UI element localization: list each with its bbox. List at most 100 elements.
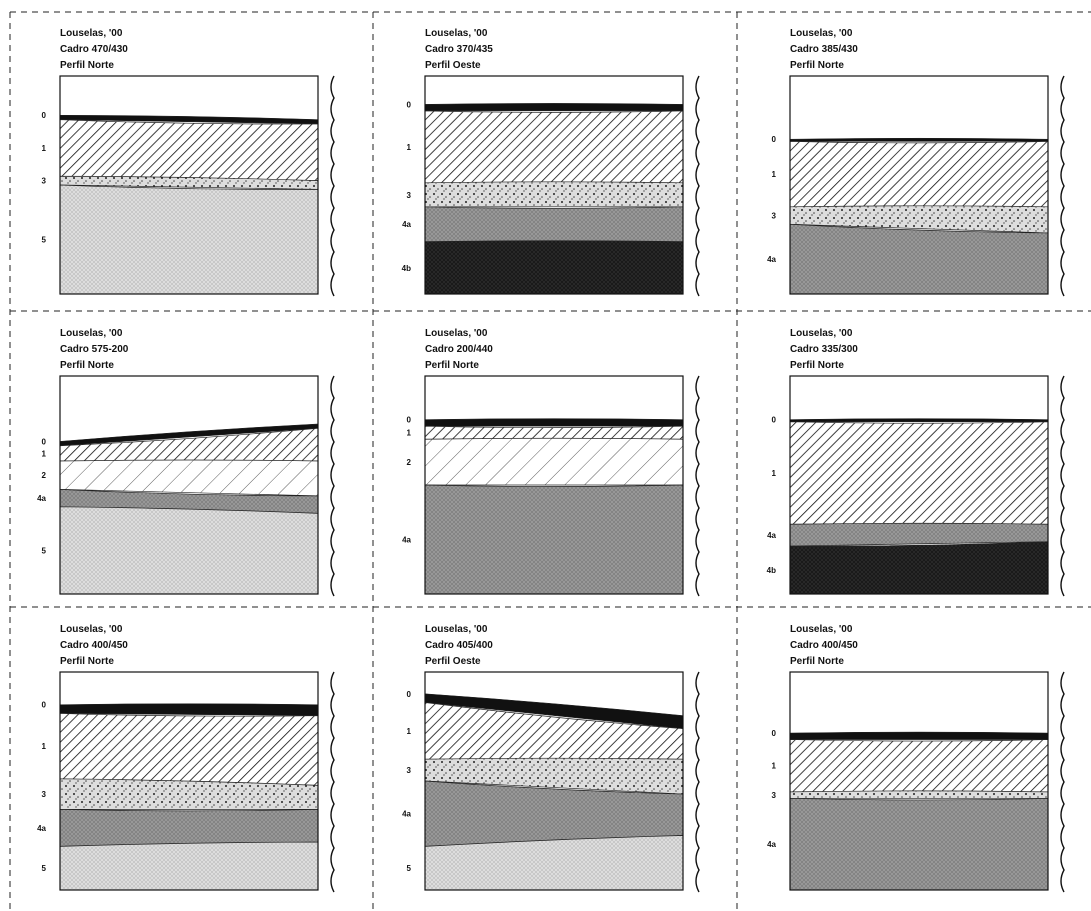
profile-panel: Louselas, '00 Cadro 470/430 Perfil Norte 0 1… — [42, 28, 335, 297]
panel-title: Louselas, '00 — [425, 624, 488, 635]
soil-layer — [789, 739, 1049, 793]
panel-title: Perfil Norte — [425, 360, 479, 371]
layer-label: 0 — [407, 100, 412, 109]
profile-panel: Louselas, '00 Cadro 385/430 Perfil Norte 0 1… — [767, 28, 1065, 297]
soil-layer — [59, 703, 319, 716]
soil-layer — [59, 119, 319, 181]
profile-panel: Louselas, '00 Cadro 405/400 Perfil Oeste 0 1… — [402, 624, 700, 893]
layer-label: 1 — [407, 429, 412, 438]
panel-title: Louselas, '00 — [425, 28, 488, 39]
layer-label: 3 — [407, 766, 412, 775]
soil-layer — [424, 206, 684, 243]
layer-label: 4a — [767, 840, 776, 849]
soil-layer — [59, 506, 319, 595]
panel-title: Perfil Oeste — [425, 60, 481, 71]
profile-frame — [789, 671, 1049, 891]
profile-frame — [789, 75, 1049, 295]
panel-title: Cadro 200/440 — [425, 344, 493, 355]
scale-bracket — [1060, 375, 1065, 597]
layer-label: 0 — [42, 701, 47, 710]
layer-label: 0 — [42, 111, 47, 120]
soil-layer — [59, 713, 319, 786]
scale-bracket — [695, 671, 700, 893]
layer-label: 5 — [42, 546, 47, 555]
scale-bracket — [1060, 671, 1065, 893]
panel-title: Louselas, '00 — [60, 28, 123, 39]
panel-title: Louselas, '00 — [60, 328, 123, 339]
profile-frame — [424, 75, 684, 295]
panel-title: Cadro 400/450 — [60, 640, 128, 651]
scale-bracket — [330, 375, 335, 597]
layer-label: 4a — [37, 494, 46, 503]
layer-label: 0 — [42, 437, 47, 446]
layer-label: 3 — [42, 790, 47, 799]
soil-layer — [789, 418, 1049, 423]
panel-title: Perfil Norte — [790, 60, 844, 71]
soil-layer — [424, 103, 684, 112]
profile-panel: Louselas, '00 Cadro 200/440 Perfil Norte 0 1… — [402, 328, 700, 597]
layer-label: 1 — [772, 762, 777, 771]
soil-layer — [789, 137, 1049, 142]
layer-label: 4a — [37, 824, 46, 833]
layer-label: 5 — [407, 864, 412, 873]
soil-layer — [59, 184, 319, 295]
soil-layer — [789, 223, 1049, 295]
layer-label: 1 — [42, 742, 47, 751]
layer-label: 3 — [42, 177, 47, 186]
layer-label: 4b — [767, 566, 776, 575]
layer-label: 1 — [407, 143, 412, 152]
profile-panel: Louselas, '00 Cadro 400/450 Perfil Norte 0 1… — [767, 624, 1065, 893]
panel-title: Perfil Norte — [790, 360, 844, 371]
scale-bracket — [330, 671, 335, 893]
soil-layer — [424, 240, 684, 295]
layer-label: 1 — [772, 469, 777, 478]
layer-label: 5 — [42, 236, 47, 245]
soil-layer — [789, 798, 1049, 891]
profile-frame — [424, 375, 684, 595]
layer-label: 4a — [402, 810, 411, 819]
panel-title: Cadro 400/450 — [790, 640, 858, 651]
layer-label: 1 — [42, 144, 47, 153]
panel-title: Cadro 385/430 — [790, 44, 858, 55]
profile-panel: Louselas, '00 Cadro 335/300 Perfil Norte 0 1… — [767, 328, 1065, 597]
soil-layer — [424, 418, 684, 427]
panel-title: Perfil Norte — [790, 656, 844, 667]
panel-title: Perfil Norte — [60, 656, 114, 667]
soil-layer — [789, 421, 1049, 525]
layer-label: 4b — [402, 264, 411, 273]
soil-layer — [59, 841, 319, 891]
soil-layer — [59, 459, 319, 497]
layer-label: 1 — [42, 449, 47, 458]
profile-frame — [59, 375, 319, 595]
soil-layer — [789, 731, 1049, 740]
panel-title: Louselas, '00 — [790, 328, 853, 339]
panel-title: Perfil Oeste — [425, 656, 481, 667]
panel-title: Cadro 370/435 — [425, 44, 493, 55]
panel-title: Perfil Norte — [60, 360, 114, 371]
layer-label: 4a — [767, 531, 776, 540]
layer-label: 0 — [772, 729, 777, 738]
layer-label: 5 — [42, 864, 47, 873]
soil-layer — [424, 437, 684, 486]
layer-label: 2 — [407, 458, 412, 467]
scale-bracket — [330, 75, 335, 297]
layer-label: 0 — [407, 690, 412, 699]
panel-title: Perfil Norte — [60, 60, 114, 71]
panel-title: Louselas, '00 — [425, 328, 488, 339]
soil-layer — [59, 808, 319, 847]
layer-label: 4a — [402, 536, 411, 545]
panel-title: Louselas, '00 — [790, 28, 853, 39]
layer-label: 4a — [767, 255, 776, 264]
scale-bracket — [695, 75, 700, 297]
profile-frame — [789, 375, 1049, 595]
soil-layer — [789, 541, 1049, 595]
panel-title: Cadro 335/300 — [790, 344, 858, 355]
soil-layer — [789, 141, 1049, 208]
panel-title: Louselas, '00 — [790, 624, 853, 635]
scale-bracket — [1060, 75, 1065, 297]
layer-label: 0 — [772, 416, 777, 425]
soil-layer — [424, 484, 684, 595]
layer-label: 2 — [42, 471, 47, 480]
profile-panel: Louselas, '00 Cadro 575-200 Perfil Norte 0 1… — [37, 328, 335, 597]
